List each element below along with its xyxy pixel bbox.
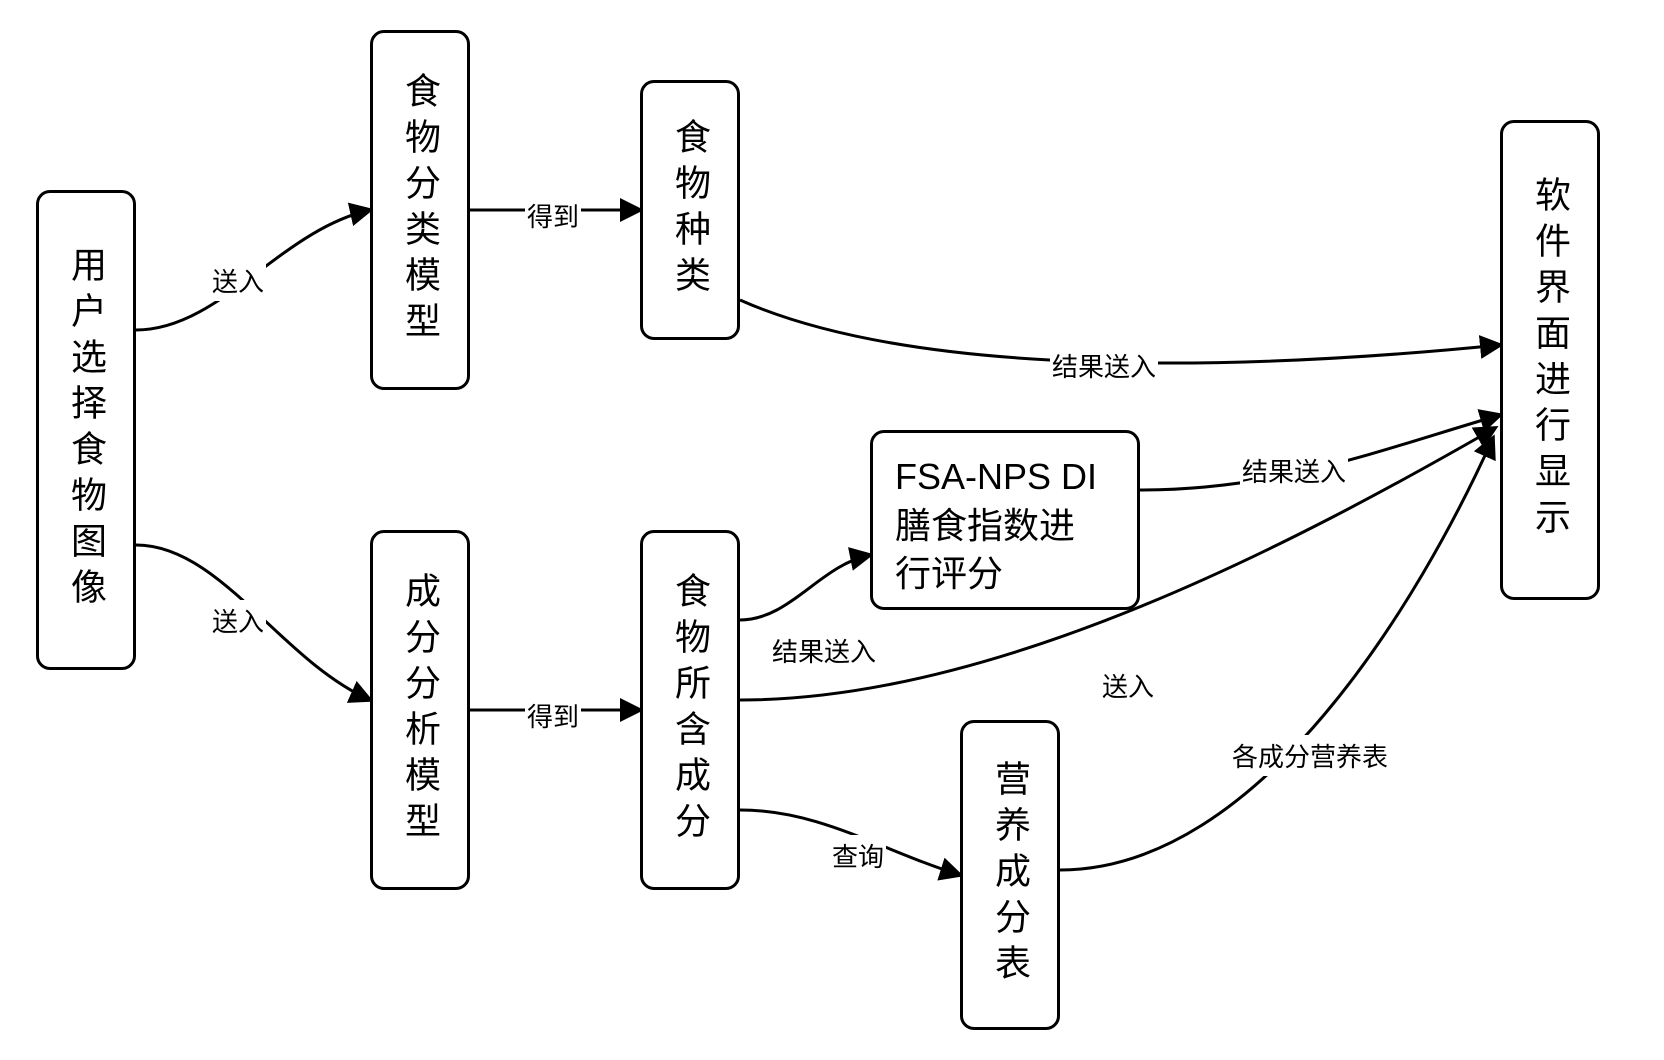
edge-label-e10: 各成分营养表 <box>1230 735 1390 776</box>
flowchart-canvas: 用户选择食物图像 食物分类模型 食物种类 成分分析模型 食物所含成分 FSA-N… <box>0 0 1664 1060</box>
node-food-classify-model: 食物分类模型 <box>370 30 470 390</box>
node-label: 用户选择食物图像 <box>68 246 104 614</box>
edge-label-e2: 送入 <box>210 600 266 641</box>
node-label: 营养成分表 <box>992 760 1028 990</box>
node-label: FSA-NPS DI膳食指数进行评分 <box>895 453 1097 599</box>
node-software-ui-display: 软件界面进行显示 <box>1500 120 1600 600</box>
node-user-select-image: 用户选择食物图像 <box>36 190 136 670</box>
edge-label-e7: 结果送入 <box>1240 450 1348 491</box>
edge-label-e4: 得到 <box>525 695 581 736</box>
edge-label-e6: 结果送入 <box>770 630 878 671</box>
edge-e6 <box>740 555 870 620</box>
node-ingredient-analysis-model: 成分分析模型 <box>370 530 470 890</box>
edge-label-e5: 结果送入 <box>1050 345 1158 386</box>
node-food-ingredients: 食物所含成分 <box>640 530 740 890</box>
edge-label-e3: 得到 <box>525 195 581 236</box>
node-label: 食物种类 <box>672 118 708 302</box>
node-fsa-nps-di-score: FSA-NPS DI膳食指数进行评分 <box>870 430 1140 610</box>
node-food-type: 食物种类 <box>640 80 740 340</box>
edge-label-e8: 送入 <box>1100 665 1156 706</box>
edge-label-e9: 查询 <box>830 835 886 876</box>
edge-label-e1: 送入 <box>210 260 266 301</box>
node-label: 食物所含成分 <box>672 572 708 848</box>
node-label: 软件界面进行显示 <box>1532 176 1568 544</box>
node-nutrition-table: 营养成分表 <box>960 720 1060 1030</box>
node-label: 成分分析模型 <box>402 572 438 848</box>
edges-layer <box>0 0 1664 1060</box>
node-label: 食物分类模型 <box>402 72 438 348</box>
